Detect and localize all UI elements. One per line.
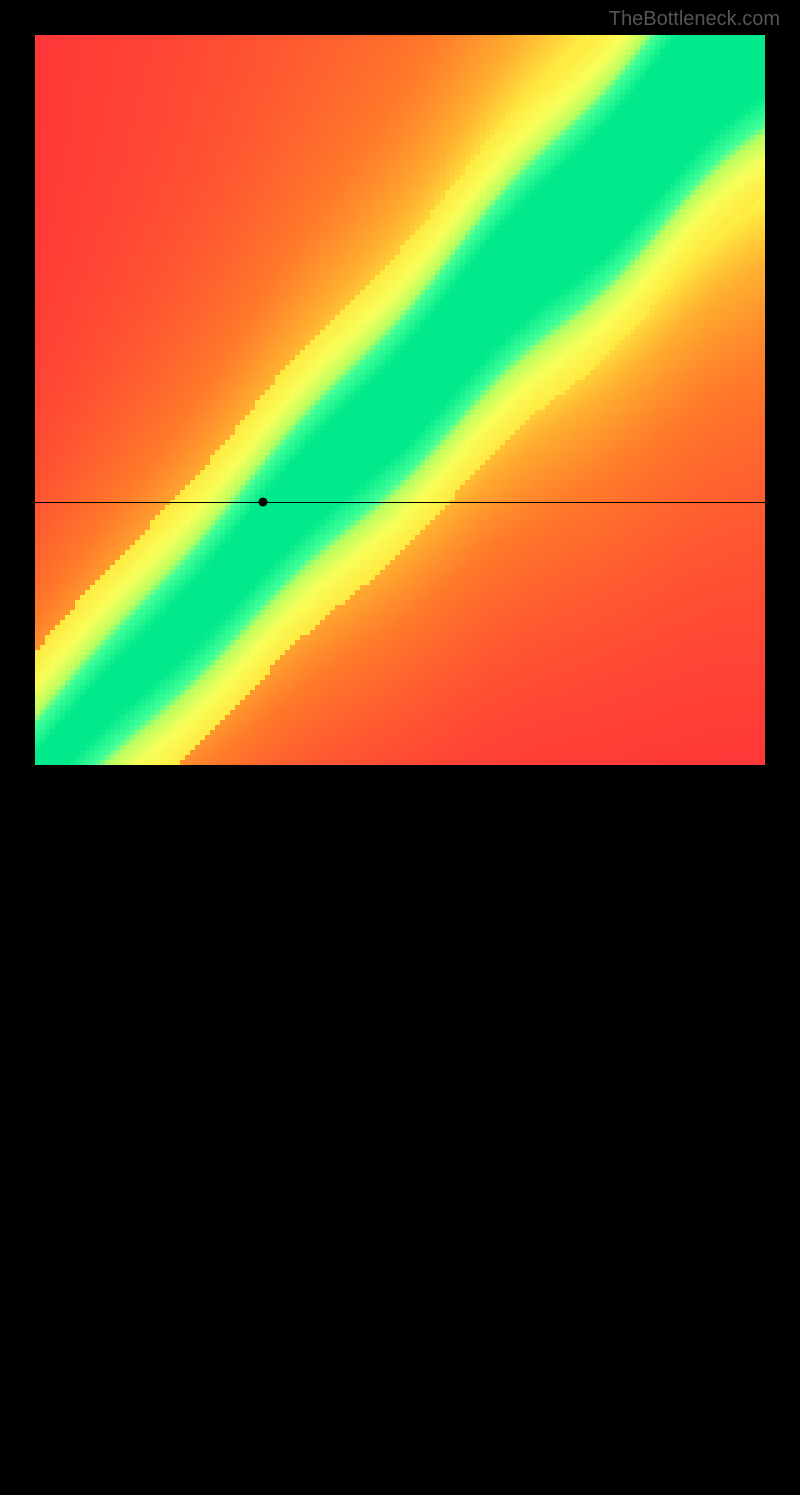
heatmap-plot xyxy=(35,35,765,765)
heatmap-canvas xyxy=(35,35,765,765)
watermark-text: TheBottleneck.com xyxy=(609,8,780,31)
crosshair-horizontal xyxy=(35,502,765,503)
crosshair-vertical xyxy=(263,765,264,1495)
crosshair-point xyxy=(258,498,267,507)
